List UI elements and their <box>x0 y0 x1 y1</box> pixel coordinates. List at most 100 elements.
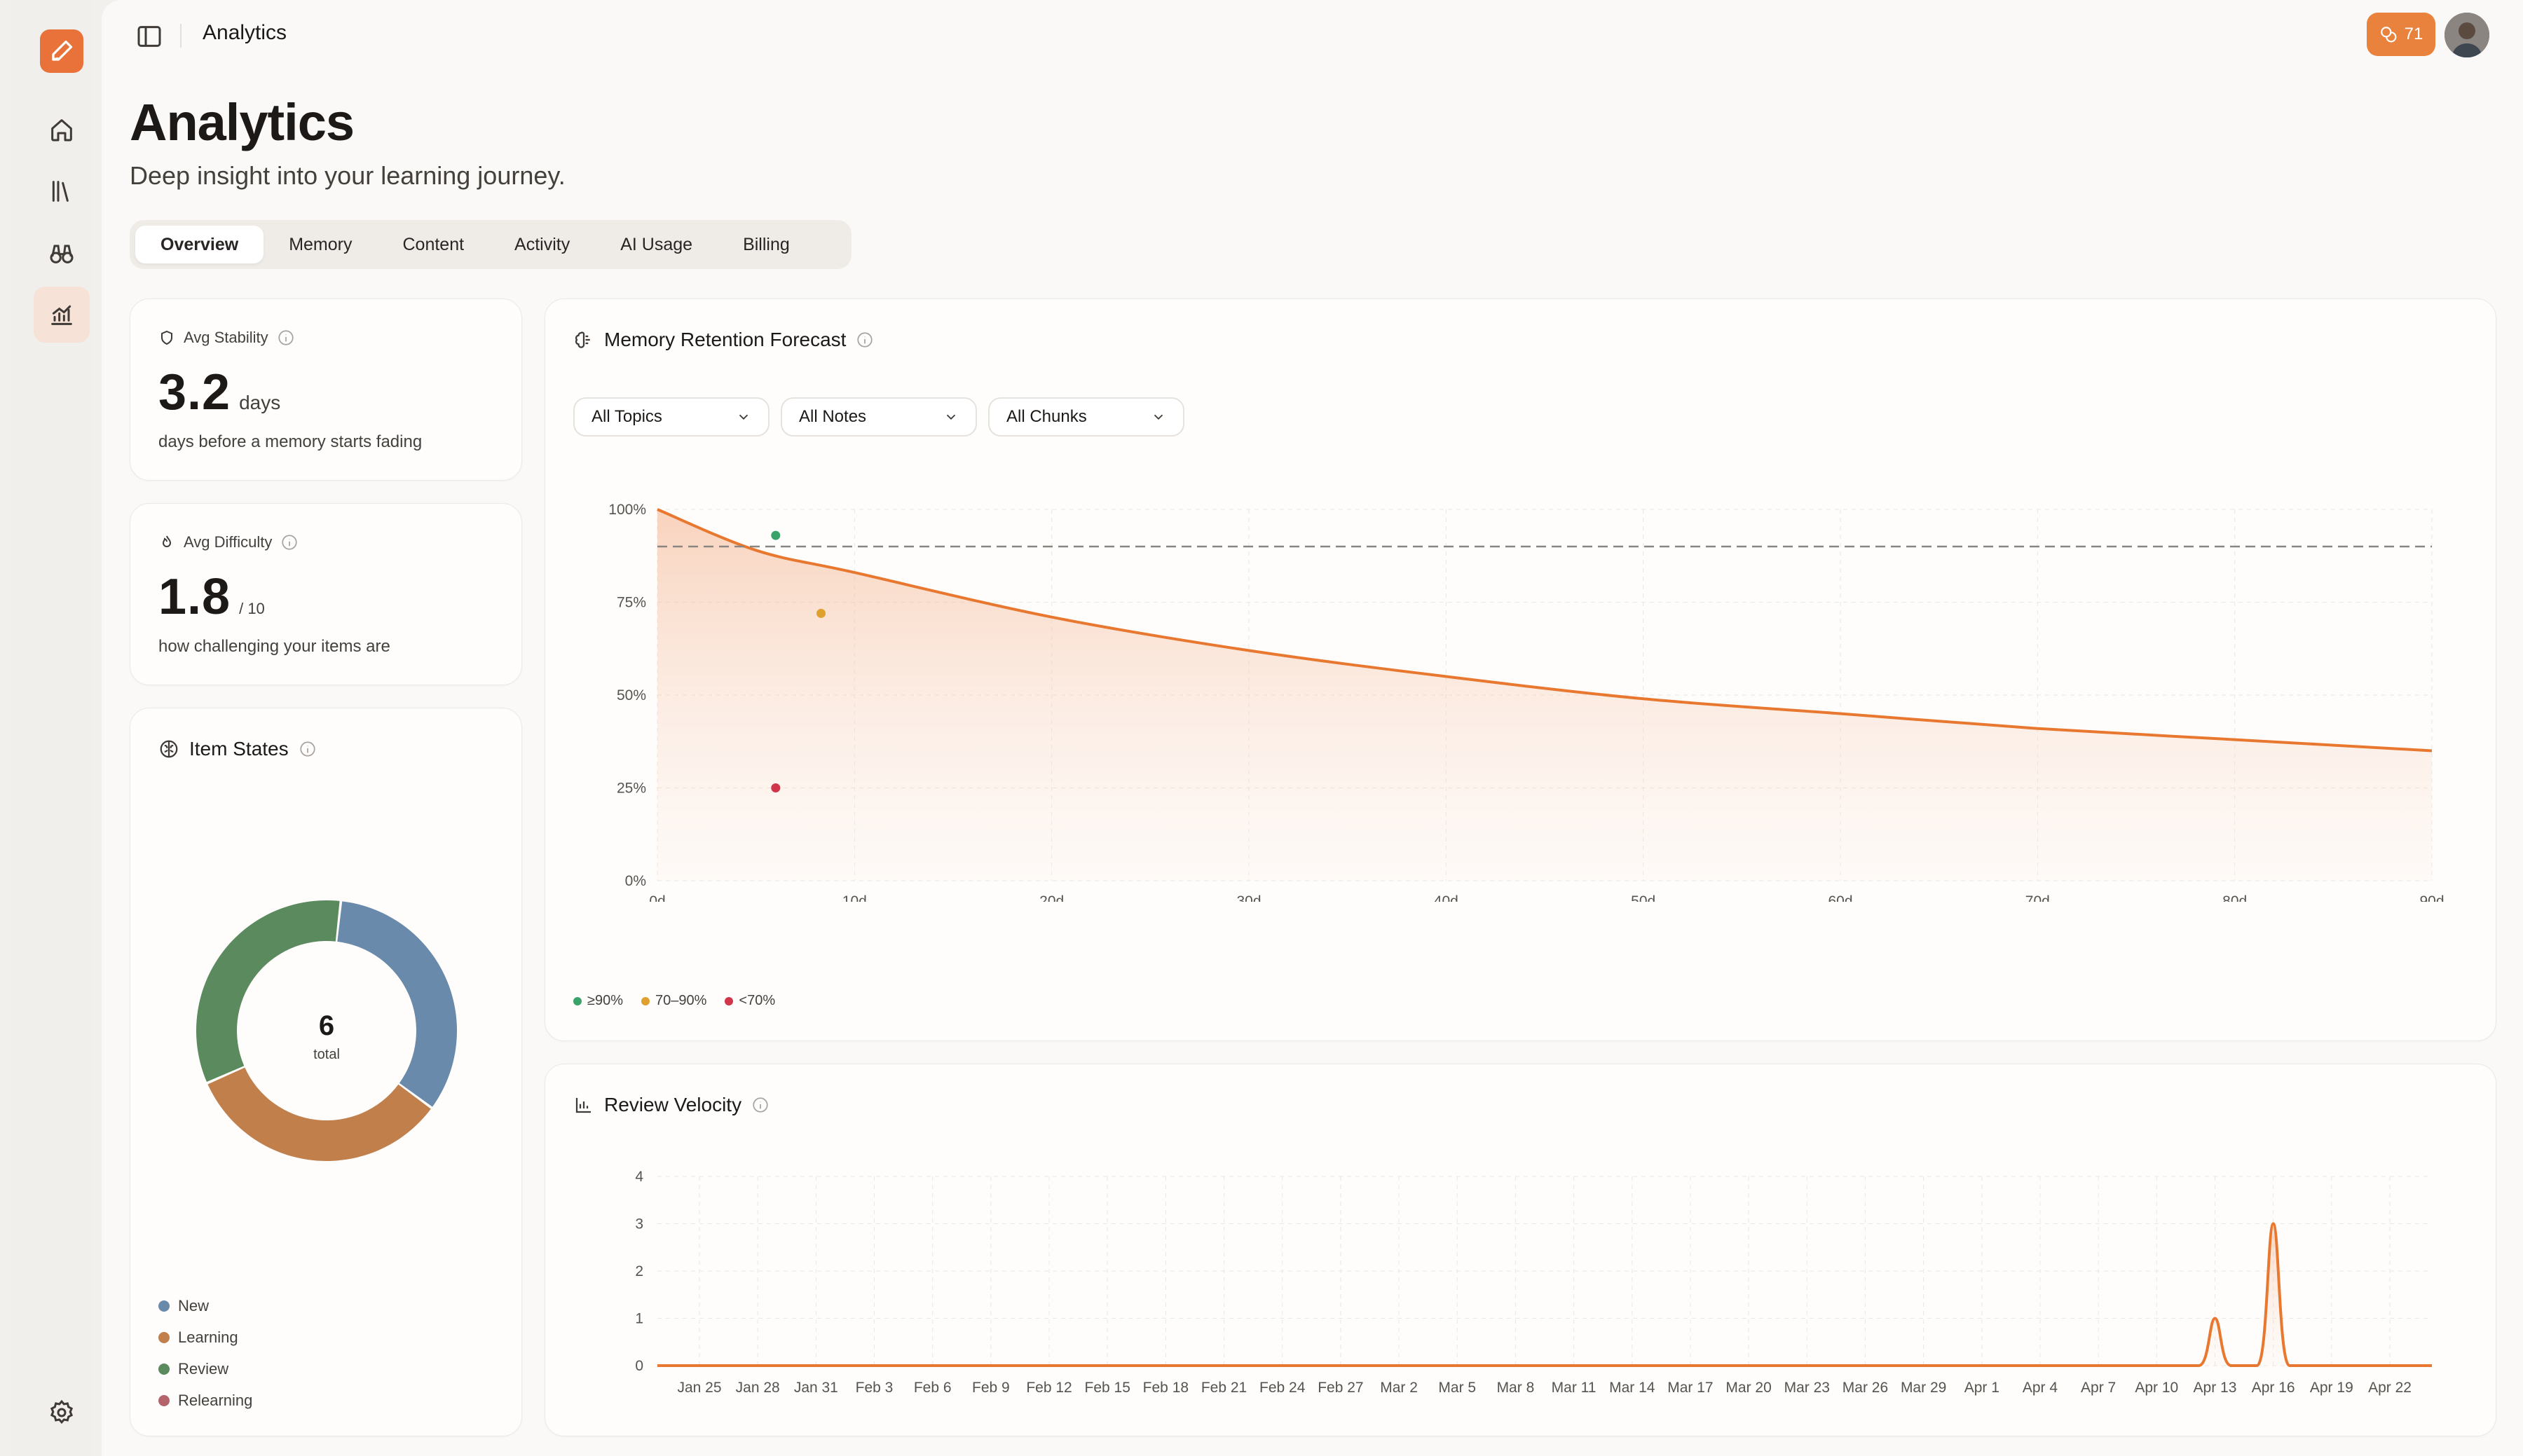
x-tick-label: Apr 22 <box>2368 1380 2412 1396</box>
credits-badge[interactable]: 71 <box>2367 13 2435 56</box>
info-icon[interactable] <box>280 533 299 551</box>
topics-dropdown[interactable]: All Topics <box>573 397 770 437</box>
analytics-tabs: Overview Memory Content Activity AI Usag… <box>130 220 852 269</box>
x-tick-label: 80d <box>2222 893 2247 902</box>
y-tick-label: 2 <box>635 1263 643 1279</box>
tab-activity[interactable]: Activity <box>514 234 570 254</box>
y-tick-label: 4 <box>635 1169 643 1185</box>
legend-dot <box>158 1331 170 1343</box>
legend-label: 70–90% <box>655 993 707 1008</box>
legend-label: Review <box>178 1359 229 1378</box>
chunks-dropdown[interactable]: All Chunks <box>988 397 1184 437</box>
sidebar-toggle-icon[interactable] <box>135 22 163 50</box>
tab-memory[interactable]: Memory <box>289 234 353 254</box>
retention-point[interactable] <box>816 608 826 618</box>
donut-slice-new[interactable] <box>337 901 457 1107</box>
retention-point[interactable] <box>771 530 781 540</box>
topics-dropdown-value: All Topics <box>592 407 662 426</box>
x-tick-label: Mar 14 <box>1609 1380 1655 1396</box>
nav-explore[interactable] <box>34 225 90 281</box>
notes-dropdown[interactable]: All Notes <box>781 397 977 437</box>
tab-overview[interactable]: Overview <box>135 226 264 263</box>
item-states-donut: 6 total <box>196 900 457 1161</box>
gear-icon <box>50 1399 74 1424</box>
retention-legend: ≥90% 70–90% <70% <box>573 993 775 1009</box>
item-states-title-row: Item States <box>158 738 317 760</box>
x-tick-label: Mar 11 <box>1552 1380 1596 1396</box>
x-tick-label: Mar 29 <box>1901 1380 1946 1396</box>
page-subtitle: Deep insight into your learning journey. <box>130 161 566 190</box>
tab-billing[interactable]: Billing <box>743 234 790 254</box>
nav-analytics[interactable] <box>34 287 90 343</box>
stability-card: Avg Stability 3.2 days days before a mem… <box>130 298 522 481</box>
donut-slice-review[interactable] <box>196 900 340 1083</box>
notes-dropdown-value: All Notes <box>799 407 867 426</box>
chevron-down-icon <box>946 414 956 420</box>
legend-label: ≥90% <box>587 993 624 1008</box>
stability-value-row: 3.2 days <box>158 364 280 421</box>
retention-area <box>657 509 2432 881</box>
difficulty-label: Avg Difficulty <box>184 533 273 551</box>
app-rail <box>11 0 93 1456</box>
shield-icon <box>161 330 172 345</box>
x-tick-label: Apr 16 <box>2252 1380 2295 1396</box>
donut-slice-learning[interactable] <box>207 1067 431 1161</box>
y-tick-label: 50% <box>617 687 646 703</box>
velocity-line <box>657 1222 2432 1367</box>
tab-ai-usage[interactable]: AI Usage <box>620 234 693 254</box>
y-tick-label: 75% <box>617 595 646 611</box>
chevron-down-icon <box>739 414 748 420</box>
x-tick-label: 90d <box>2419 893 2444 902</box>
legend-dot <box>158 1300 170 1312</box>
legend-dot <box>158 1394 170 1406</box>
velocity-card: Review Velocity 0 1 2 3 4 Jan 25 Jan 28 Jan 31 F… <box>545 1064 2496 1436</box>
stability-value: 3.2 <box>158 364 231 420</box>
nav-settings[interactable] <box>34 1385 90 1441</box>
retention-card: Memory Retention Forecast All Topics All… <box>545 298 2496 1041</box>
x-tick-label: Mar 20 <box>1725 1380 1771 1396</box>
nav-home[interactable] <box>34 102 90 158</box>
retention-point[interactable] <box>771 783 781 792</box>
retention-chart: 0% 25% 50% 75% 100% 0d 10d 20d 30d 40d 50d 60d 70d 80… <box>608 502 2444 902</box>
brain-icon <box>575 331 590 348</box>
info-icon[interactable] <box>299 740 317 758</box>
velocity-title-row: Review Velocity <box>573 1094 770 1116</box>
info-icon[interactable] <box>751 1096 770 1114</box>
x-tick-label: Jan 28 <box>736 1380 780 1396</box>
app-logo[interactable] <box>40 29 83 73</box>
x-tick-label: Feb 3 <box>856 1380 894 1396</box>
x-tick-label: 0d <box>649 893 665 902</box>
x-tick-label: Mar 23 <box>1784 1380 1830 1396</box>
pencil-icon <box>52 40 73 61</box>
y-tick-label: 100% <box>608 502 646 518</box>
stability-label-row: Avg Stability <box>158 329 295 347</box>
chevron-down-icon <box>1154 414 1163 420</box>
credits-count: 71 <box>2404 25 2423 43</box>
topbar-divider <box>180 24 182 48</box>
legend-dot <box>725 996 734 1005</box>
x-tick-label: Feb 18 <box>1143 1380 1189 1396</box>
x-tick-label: Jan 25 <box>677 1380 721 1396</box>
y-tick-label: 3 <box>635 1216 643 1232</box>
x-tick-label: Feb 24 <box>1259 1380 1306 1396</box>
info-icon[interactable] <box>277 329 295 347</box>
velocity-title: Review Velocity <box>604 1094 742 1115</box>
difficulty-value-row: 1.8 / 10 <box>158 568 265 626</box>
x-tick-label: 30d <box>1236 893 1261 902</box>
y-tick-label: 0% <box>625 873 646 889</box>
tab-content[interactable]: Content <box>402 234 465 254</box>
info-icon[interactable] <box>856 331 874 349</box>
x-tick-label: Apr 4 <box>2023 1380 2058 1396</box>
donut-total: 6 <box>319 1010 334 1041</box>
coins-icon <box>2380 27 2397 43</box>
breadcrumb: Analytics <box>203 21 287 44</box>
difficulty-label-row: Avg Difficulty <box>158 533 299 551</box>
y-tick-label: 1 <box>635 1311 643 1327</box>
user-avatar[interactable] <box>2445 13 2489 57</box>
legend-label: New <box>178 1296 210 1314</box>
retention-line <box>657 508 2433 753</box>
nav-library[interactable] <box>34 163 90 219</box>
top-bar: Analytics 71 <box>102 0 2523 70</box>
velocity-chart: 0 1 2 3 4 Jan 25 Jan 28 Jan 31 Feb 3 Feb 6 Feb 9 Fe… <box>635 1169 2432 1396</box>
library-icon <box>52 181 69 202</box>
